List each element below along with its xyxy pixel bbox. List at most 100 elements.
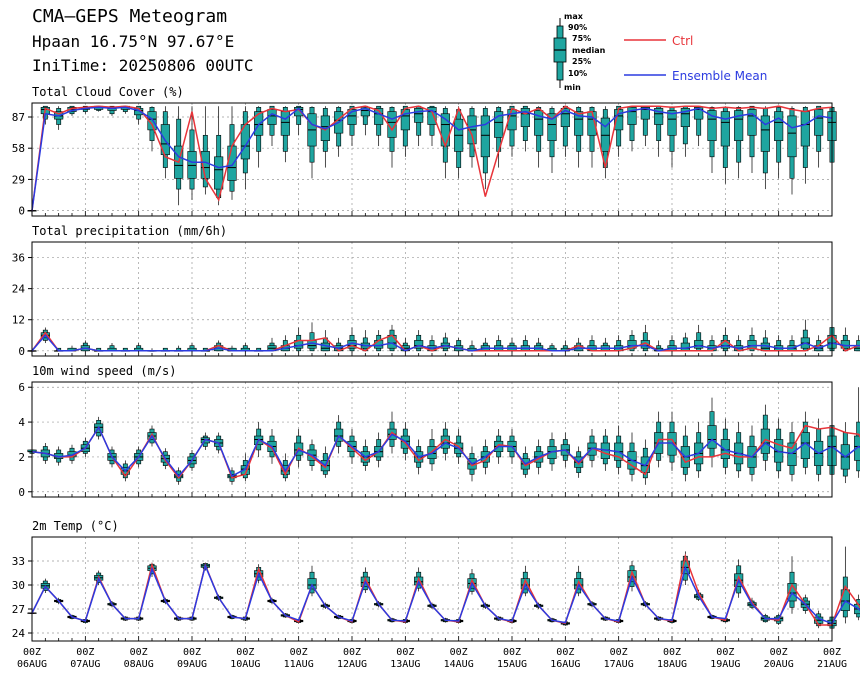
x-tick-label-time: 00Z — [290, 647, 308, 658]
box-mark — [854, 387, 860, 478]
box-inner — [720, 340, 730, 349]
box-inner — [734, 110, 744, 141]
box-inner — [547, 113, 557, 141]
box-inner — [667, 110, 677, 136]
x-tick-label-date: 16AUG — [550, 659, 580, 670]
box-mark — [374, 432, 384, 468]
panel-0: Total Cloud Cover (%) 0 29 58 87 — [12, 85, 837, 218]
box-mark — [760, 106, 770, 190]
box-inner — [574, 111, 584, 136]
box-mark — [654, 105, 664, 157]
box-mark — [627, 432, 637, 482]
box-mark — [334, 106, 344, 157]
x-tick-label-date: 06AUG — [17, 659, 47, 670]
box-inner — [520, 108, 530, 127]
box-mark — [227, 106, 237, 200]
box-inner — [747, 340, 757, 349]
box-inner — [480, 115, 490, 158]
y-tick-label: 2 — [18, 451, 25, 464]
box-mark — [54, 106, 64, 130]
legend: max 90% 75% median 25% 10% min Ctrl Ense… — [553, 12, 767, 92]
x-tick-label-time: 00Z — [130, 647, 148, 658]
box-mark — [774, 106, 784, 179]
y-tick-label: 0 — [18, 486, 25, 499]
x-tick-label-date: 18AUG — [657, 659, 687, 670]
legend-mean-label: Ensemble Mean — [672, 69, 767, 83]
chart-title: CMA—GEPS Meteogram — [32, 6, 228, 27]
x-tick-label-time: 00Z — [23, 647, 41, 658]
box-mark — [347, 105, 357, 147]
y-tick-label: 0 — [18, 205, 25, 218]
box-mark — [387, 106, 397, 168]
x-tick-label-time: 00Z — [450, 647, 468, 658]
x-tick-label-date: 20AUG — [764, 659, 794, 670]
box-inner — [360, 107, 370, 117]
box-mark — [280, 106, 290, 163]
box-mark — [294, 327, 304, 352]
x-tick-label-time: 00Z — [770, 647, 788, 658]
box-mark — [414, 330, 424, 352]
box-inner — [720, 111, 730, 147]
box-mark — [147, 106, 157, 152]
x-tick-label-date: 21AUG — [817, 659, 847, 670]
panel-title: 10m wind speed (m/s) — [32, 364, 177, 378]
x-tick-label-time: 00Z — [823, 647, 841, 658]
box-mark — [320, 106, 330, 168]
box-mark — [734, 106, 744, 179]
legend-min: min — [564, 83, 581, 92]
box-mark — [507, 105, 517, 157]
mean-line — [31, 334, 860, 352]
legend-p75: 75% — [572, 34, 591, 43]
box-mark — [800, 106, 810, 184]
box-mark — [400, 105, 410, 157]
legend-ctrl-label: Ctrl — [672, 34, 693, 48]
y-tick-label: 4 — [18, 416, 25, 429]
legend-max: max — [564, 12, 584, 21]
panel-title: 2m Temp (°C) — [32, 519, 119, 533]
box-mark — [200, 106, 210, 195]
x-tick-label-date: 11AUG — [284, 659, 314, 670]
box-inner — [814, 109, 824, 136]
legend-p10: 10% — [568, 69, 587, 78]
box-inner — [560, 108, 570, 127]
box-mark — [307, 322, 317, 352]
box-mark — [547, 106, 557, 173]
box-mark — [187, 343, 197, 352]
panel-title: Total precipitation (mm/6h) — [32, 224, 227, 238]
box-inner — [774, 111, 784, 141]
box-inner — [694, 340, 704, 349]
box-mark — [614, 425, 624, 475]
x-tick-label-date: 15AUG — [497, 659, 527, 670]
box-mark — [560, 105, 570, 157]
box-mark — [840, 546, 850, 624]
box-mark — [414, 105, 424, 147]
box-mark — [720, 327, 730, 352]
box-inner — [414, 108, 424, 123]
box-mark — [760, 330, 770, 352]
box-mark — [680, 105, 690, 157]
panel-title: Total Cloud Cover (%) — [32, 85, 184, 99]
y-tick-label: 0 — [18, 345, 25, 358]
x-tick-label-time: 00Z — [76, 647, 94, 658]
box-inner — [427, 107, 437, 125]
box-inner — [534, 110, 544, 136]
box-mark — [854, 335, 860, 352]
box-mark — [667, 411, 677, 471]
x-tick-label-date: 10AUG — [230, 659, 260, 670]
y-tick-label: 27 — [12, 603, 25, 616]
box-mark — [440, 332, 450, 352]
panel-frame — [31, 536, 833, 642]
box-mark — [480, 106, 490, 190]
box-mark — [134, 343, 144, 352]
x-tick-label-time: 00Z — [343, 647, 361, 658]
legend-p90: 90% — [568, 23, 587, 32]
box-inner — [707, 110, 717, 141]
x-tick-label-time: 00Z — [663, 647, 681, 658]
box-inner — [227, 145, 237, 181]
box-inner — [147, 111, 157, 131]
x-tick-label-time: 00Z — [716, 647, 734, 658]
x-tick-label-date: 08AUG — [124, 659, 154, 670]
panel-2: 10m wind speed (m/s) 0 2 4 6 — [18, 364, 860, 499]
box-mark — [720, 418, 730, 475]
box-mark — [240, 343, 250, 352]
